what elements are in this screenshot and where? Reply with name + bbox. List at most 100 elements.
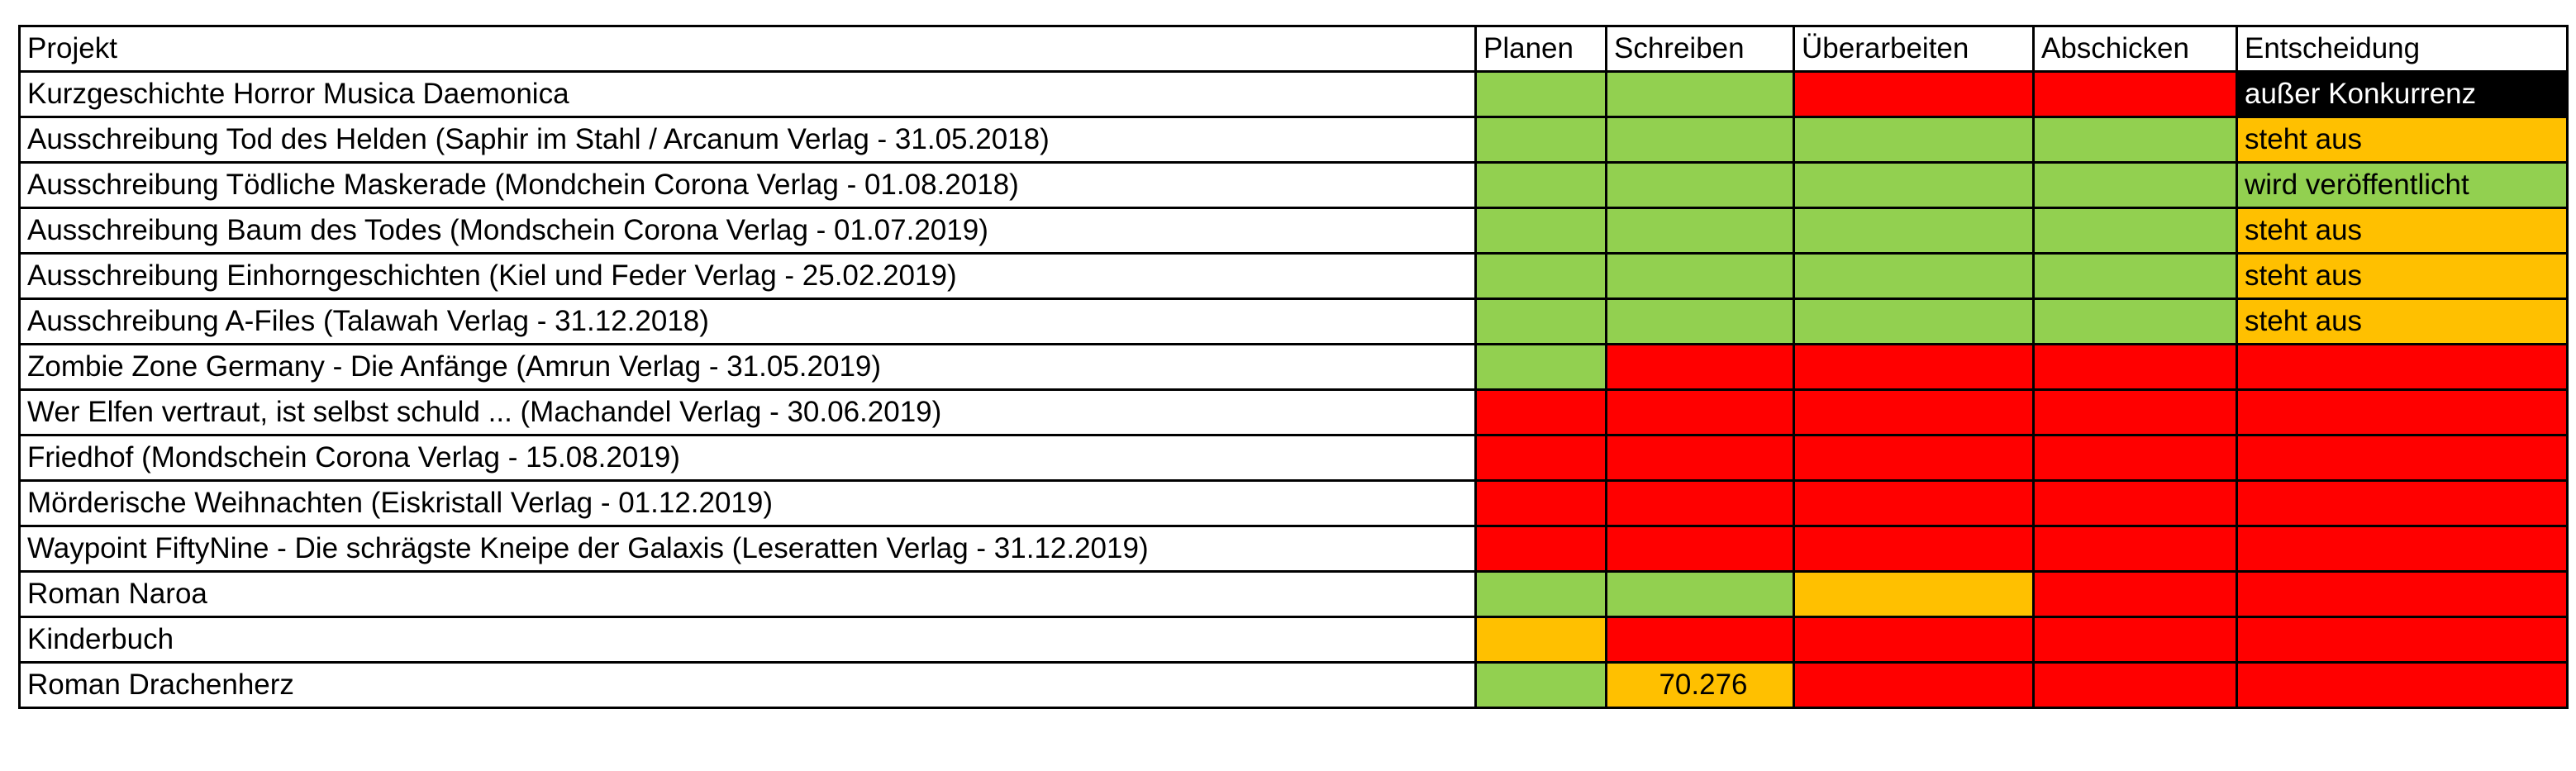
table-row: Waypoint FiftyNine - Die schrägste Kneip… [18, 525, 2569, 573]
project-name-cell: Ausschreibung Einhorngeschichten (Kiel u… [18, 252, 1477, 300]
project-name-cell: Zombie Zone Germany - Die Anfänge (Amrun… [18, 343, 1477, 391]
status-cell-abschicken [2032, 116, 2238, 164]
status-cell-entscheidung [2236, 570, 2569, 618]
status-cell-abschicken [2032, 616, 2238, 664]
status-cell-schreiben [1605, 343, 1795, 391]
status-cell-schreiben [1605, 252, 1795, 300]
status-cell-schreiben [1605, 570, 1795, 618]
project-name-cell: Mörderische Weihnachten (Eiskristall Ver… [18, 479, 1477, 527]
table-row: Ausschreibung Baum des Todes (Mondschein… [18, 207, 2569, 255]
table-row: Kurzgeschichte Horror Musica Daemonica au… [18, 70, 2569, 118]
status-cell-schreiben [1605, 434, 1795, 482]
table-body: Kurzgeschichte Horror Musica Daemonica au… [18, 70, 2569, 709]
status-cell-schreiben [1605, 479, 1795, 527]
status-cell-planen [1474, 661, 1607, 709]
status-cell-planen [1474, 434, 1607, 482]
status-cell-ueberarbeiten [1793, 388, 2035, 436]
project-name-cell: Roman Drachenherz [18, 661, 1477, 709]
status-cell-abschicken [2032, 661, 2238, 709]
status-cell-planen [1474, 252, 1607, 300]
status-cell-planen [1474, 388, 1607, 436]
status-cell-ueberarbeiten [1793, 297, 2035, 345]
status-cell-ueberarbeiten [1793, 116, 2035, 164]
status-cell-entscheidung [2236, 343, 2569, 391]
status-cell-entscheidung: steht aus [2236, 252, 2569, 300]
status-cell-planen [1474, 570, 1607, 618]
table-row: Ausschreibung Einhorngeschichten (Kiel u… [18, 252, 2569, 300]
status-cell-schreiben [1605, 116, 1795, 164]
table-row: Wer Elfen vertraut, ist selbst schuld ..… [18, 388, 2569, 436]
status-cell-ueberarbeiten [1793, 570, 2035, 618]
project-status-table: Projekt Planen Schreiben Überarbeiten Ab… [18, 25, 2569, 709]
header-schreiben: Schreiben [1605, 25, 1795, 73]
header-row: Projekt Planen Schreiben Überarbeiten Ab… [18, 25, 2569, 73]
status-cell-planen [1474, 525, 1607, 573]
status-cell-abschicken [2032, 297, 2238, 345]
status-cell-abschicken [2032, 343, 2238, 391]
status-cell-planen [1474, 616, 1607, 664]
table-row: Mörderische Weihnachten (Eiskristall Ver… [18, 479, 2569, 527]
table-row: Ausschreibung A-Files (Talawah Verlag - … [18, 297, 2569, 345]
status-cell-schreiben [1605, 388, 1795, 436]
status-cell-abschicken [2032, 70, 2238, 118]
status-cell-entscheidung [2236, 479, 2569, 527]
project-name-cell: Ausschreibung A-Files (Talawah Verlag - … [18, 297, 1477, 345]
status-cell-entscheidung: außer Konkurrenz [2236, 70, 2569, 118]
project-name-cell: Ausschreibung Tod des Helden (Saphir im … [18, 116, 1477, 164]
status-cell-ueberarbeiten [1793, 70, 2035, 118]
header-ueberarbeiten: Überarbeiten [1793, 25, 2035, 73]
header-abschicken: Abschicken [2032, 25, 2238, 73]
status-cell-abschicken [2032, 207, 2238, 255]
header-projekt: Projekt [18, 25, 1477, 73]
status-cell-schreiben [1605, 525, 1795, 573]
header-entscheidung: Entscheidung [2236, 25, 2569, 73]
status-cell-schreiben [1605, 616, 1795, 664]
status-cell-ueberarbeiten [1793, 161, 2035, 209]
status-cell-entscheidung [2236, 525, 2569, 573]
status-cell-planen [1474, 116, 1607, 164]
table-row: Ausschreibung Tod des Helden (Saphir im … [18, 116, 2569, 164]
table-row: Kinderbuch [18, 616, 2569, 664]
project-name-cell: Roman Naroa [18, 570, 1477, 618]
project-name-cell: Waypoint FiftyNine - Die schrägste Kneip… [18, 525, 1477, 573]
status-cell-abschicken [2032, 434, 2238, 482]
status-cell-ueberarbeiten [1793, 343, 2035, 391]
status-cell-ueberarbeiten [1793, 479, 2035, 527]
status-cell-ueberarbeiten [1793, 434, 2035, 482]
status-cell-abschicken [2032, 388, 2238, 436]
status-cell-ueberarbeiten [1793, 616, 2035, 664]
status-cell-ueberarbeiten [1793, 207, 2035, 255]
status-cell-schreiben: 70.276 [1605, 661, 1795, 709]
table-row: Ausschreibung Tödliche Maskerade (Mondch… [18, 161, 2569, 209]
status-cell-abschicken [2032, 252, 2238, 300]
status-cell-entscheidung [2236, 661, 2569, 709]
project-name-cell: Ausschreibung Tödliche Maskerade (Mondch… [18, 161, 1477, 209]
status-cell-entscheidung [2236, 616, 2569, 664]
project-name-cell: Kurzgeschichte Horror Musica Daemonica [18, 70, 1477, 118]
status-cell-schreiben [1605, 207, 1795, 255]
status-cell-schreiben [1605, 297, 1795, 345]
status-cell-entscheidung: steht aus [2236, 297, 2569, 345]
status-cell-planen [1474, 70, 1607, 118]
project-name-cell: Wer Elfen vertraut, ist selbst schuld ..… [18, 388, 1477, 436]
table-row: Zombie Zone Germany - Die Anfänge (Amrun… [18, 343, 2569, 391]
status-cell-planen [1474, 479, 1607, 527]
status-cell-ueberarbeiten [1793, 525, 2035, 573]
status-cell-schreiben [1605, 161, 1795, 209]
status-cell-ueberarbeiten [1793, 661, 2035, 709]
status-cell-planen [1474, 161, 1607, 209]
status-cell-ueberarbeiten [1793, 252, 2035, 300]
status-cell-schreiben [1605, 70, 1795, 118]
status-cell-entscheidung: wird veröffentlicht [2236, 161, 2569, 209]
status-cell-planen [1474, 343, 1607, 391]
project-name-cell: Friedhof (Mondschein Corona Verlag - 15.… [18, 434, 1477, 482]
status-cell-planen [1474, 207, 1607, 255]
status-cell-abschicken [2032, 570, 2238, 618]
status-cell-entscheidung: steht aus [2236, 207, 2569, 255]
status-cell-planen [1474, 297, 1607, 345]
status-cell-entscheidung: steht aus [2236, 116, 2569, 164]
status-cell-abschicken [2032, 479, 2238, 527]
status-cell-abschicken [2032, 525, 2238, 573]
table-row: Friedhof (Mondschein Corona Verlag - 15.… [18, 434, 2569, 482]
project-name-cell: Kinderbuch [18, 616, 1477, 664]
